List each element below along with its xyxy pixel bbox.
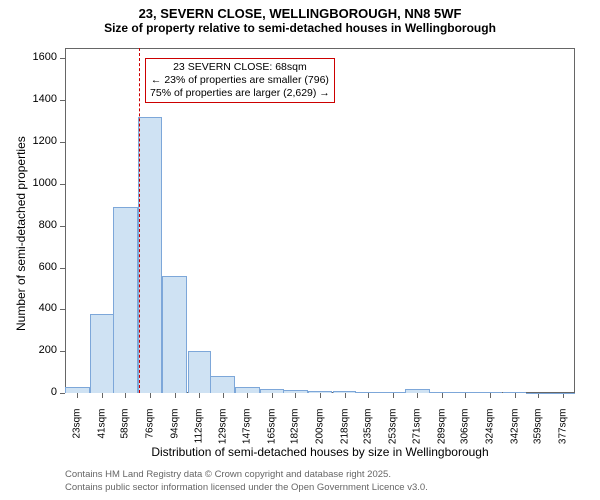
ytick-label: 1600	[0, 51, 57, 63]
xtick-label: 147sqm	[242, 409, 253, 459]
y-axis-label: Number of semi-detached properties	[14, 136, 28, 331]
ytick-mark	[60, 393, 65, 394]
xtick-label: 342sqm	[509, 409, 520, 459]
xtick-label: 324sqm	[485, 409, 496, 459]
ytick-label: 1400	[0, 93, 57, 105]
histogram-bar	[405, 389, 430, 393]
xtick-mark	[199, 393, 200, 398]
xtick-label: 165sqm	[267, 409, 278, 459]
xtick-label: 23sqm	[72, 409, 83, 459]
xtick-mark	[538, 393, 539, 398]
ytick-mark	[60, 351, 65, 352]
xtick-mark	[515, 393, 516, 398]
histogram-bar	[188, 351, 211, 393]
credits-line2: Contains public sector information licen…	[65, 482, 428, 494]
xtick-label: 306sqm	[460, 409, 471, 459]
ytick-label: 0	[0, 386, 57, 398]
histogram-bar	[138, 117, 163, 393]
xtick-mark	[465, 393, 466, 398]
xtick-label: 58sqm	[120, 409, 131, 459]
histogram-bar	[162, 276, 187, 393]
histogram-bar	[478, 392, 503, 393]
histogram-bar	[235, 387, 260, 393]
histogram-bar	[65, 387, 90, 393]
xtick-label: 377sqm	[557, 409, 568, 459]
histogram-bar	[453, 392, 478, 393]
ytick-mark	[60, 184, 65, 185]
xtick-label: 94sqm	[169, 409, 180, 459]
ytick-mark	[60, 142, 65, 143]
ytick-mark	[60, 309, 65, 310]
ytick-mark	[60, 58, 65, 59]
chart-title: 23, SEVERN CLOSE, WELLINGBOROUGH, NN8 5W…	[0, 6, 600, 21]
credits: Contains HM Land Registry data © Crown c…	[65, 469, 428, 494]
xtick-mark	[320, 393, 321, 398]
xtick-label: 76sqm	[145, 409, 156, 459]
xtick-label: 235sqm	[362, 409, 373, 459]
title-block: 23, SEVERN CLOSE, WELLINGBOROUGH, NN8 5W…	[0, 0, 600, 35]
histogram-bar	[333, 391, 356, 393]
histogram-bar	[90, 314, 113, 393]
ytick-label: 800	[0, 219, 57, 231]
histogram-bar	[503, 392, 526, 393]
xtick-label: 218sqm	[339, 409, 350, 459]
xtick-mark	[368, 393, 369, 398]
xtick-mark	[272, 393, 273, 398]
histogram-bar	[283, 390, 308, 393]
xtick-mark	[223, 393, 224, 398]
xtick-label: 129sqm	[217, 409, 228, 459]
xtick-mark	[295, 393, 296, 398]
xtick-mark	[102, 393, 103, 398]
ytick-label: 200	[0, 344, 57, 356]
chart-container: 23, SEVERN CLOSE, WELLINGBOROUGH, NN8 5W…	[0, 0, 600, 500]
xtick-mark	[563, 393, 564, 398]
xtick-mark	[247, 393, 248, 398]
histogram-bar	[308, 391, 333, 393]
annotation-line3: 75% of properties are larger (2,629) →	[150, 87, 330, 100]
xtick-mark	[77, 393, 78, 398]
xtick-mark	[125, 393, 126, 398]
histogram-bar	[430, 392, 453, 393]
xtick-label: 271sqm	[412, 409, 423, 459]
ytick-label: 1000	[0, 177, 57, 189]
ytick-label: 400	[0, 302, 57, 314]
annotation-line1: 23 SEVERN CLOSE: 68sqm	[150, 61, 330, 74]
ytick-label: 600	[0, 261, 57, 273]
histogram-bar	[356, 392, 381, 393]
histogram-bar	[260, 389, 283, 393]
ytick-mark	[60, 226, 65, 227]
xtick-label: 112sqm	[194, 409, 205, 459]
histogram-bar	[113, 207, 138, 393]
xtick-label: 200sqm	[315, 409, 326, 459]
marker-annotation: 23 SEVERN CLOSE: 68sqm ← 23% of properti…	[145, 58, 335, 103]
xtick-mark	[150, 393, 151, 398]
xtick-mark	[442, 393, 443, 398]
ytick-mark	[60, 268, 65, 269]
xtick-mark	[175, 393, 176, 398]
histogram-bar	[210, 376, 235, 393]
marker-line	[139, 48, 140, 393]
ytick-mark	[60, 100, 65, 101]
annotation-line2: ← 23% of properties are smaller (796)	[150, 74, 330, 87]
xtick-label: 289sqm	[437, 409, 448, 459]
xtick-mark	[417, 393, 418, 398]
xtick-mark	[490, 393, 491, 398]
credits-line1: Contains HM Land Registry data © Crown c…	[65, 469, 428, 481]
xtick-label: 41sqm	[97, 409, 108, 459]
xtick-mark	[345, 393, 346, 398]
xtick-mark	[393, 393, 394, 398]
histogram-bar	[380, 392, 405, 393]
xtick-label: 182sqm	[290, 409, 301, 459]
xtick-label: 359sqm	[532, 409, 543, 459]
histogram-bar	[526, 393, 551, 394]
xtick-label: 253sqm	[387, 409, 398, 459]
ytick-label: 1200	[0, 135, 57, 147]
histogram-bar	[550, 393, 575, 394]
chart-subtitle: Size of property relative to semi-detach…	[0, 21, 600, 35]
